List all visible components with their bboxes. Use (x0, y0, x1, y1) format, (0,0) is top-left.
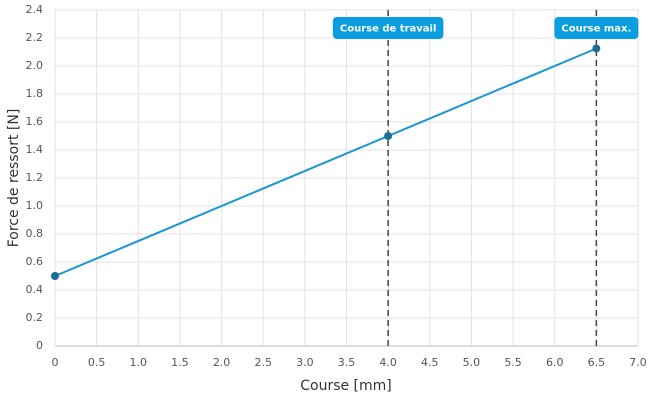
y-tick-label: 1.8 (26, 87, 44, 100)
x-tick-label: 5.5 (504, 356, 522, 369)
x-tick-label: 7.0 (629, 356, 647, 369)
y-tick-label: 0.2 (26, 311, 44, 324)
x-tick-label: 6.5 (588, 356, 606, 369)
annotation-label: Course de travail (332, 17, 444, 39)
x-tick-label: 0.5 (88, 356, 106, 369)
x-tick-label: 3.5 (338, 356, 356, 369)
annotation-text: Course max. (561, 24, 631, 35)
data-point (384, 132, 393, 140)
annotation-box (554, 17, 639, 39)
x-tick-label: 3.0 (296, 356, 314, 369)
y-axis-title: Force de ressort [N] (6, 109, 22, 248)
x-tick-label: 0 (52, 356, 59, 369)
y-tick-label: 1.2 (26, 171, 44, 184)
annotation-label: Course max. (554, 17, 639, 39)
y-tick-label: 2.0 (26, 59, 44, 72)
annotation-box (332, 17, 444, 39)
x-tick-label: 1.5 (171, 356, 189, 369)
x-tick-label: 2.0 (213, 356, 231, 369)
data-point (592, 44, 601, 53)
y-tick-label: 1.0 (26, 199, 44, 212)
y-tick-label: 2.4 (26, 3, 44, 16)
data-point (51, 272, 59, 280)
series-line (54, 47, 597, 277)
x-tick-label: 4.0 (379, 356, 397, 369)
y-tick-label: 1.4 (26, 143, 44, 156)
y-tick-label: 0.4 (26, 283, 44, 296)
y-tick-label: 0.8 (26, 227, 44, 240)
x-tick-label: 4.5 (421, 356, 439, 369)
y-tick-label: 0 (36, 339, 43, 352)
x-tick-label: 6.0 (546, 356, 564, 369)
y-tick-label: 0.6 (26, 255, 44, 268)
x-tick-label: 2.5 (254, 356, 272, 369)
y-tick-label: 1.6 (26, 115, 44, 128)
x-axis-title: Course [mm] (300, 378, 392, 394)
x-tick-label: 5.0 (463, 356, 481, 369)
x-tick-label: 1.0 (130, 356, 148, 369)
y-tick-label: 2.2 (26, 31, 44, 44)
annotation-text: Course de travail (340, 24, 436, 35)
